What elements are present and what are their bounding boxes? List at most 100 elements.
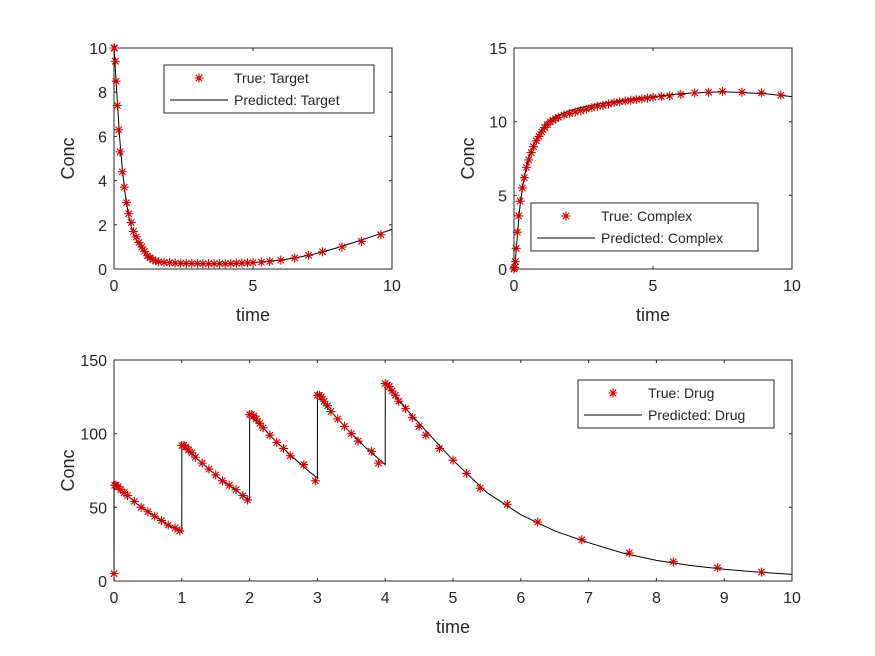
data-point-marker	[170, 258, 180, 268]
data-point-marker	[620, 96, 630, 106]
data-point-marker	[156, 516, 166, 526]
data-point-marker	[122, 198, 132, 208]
y-tick-label: 4	[98, 174, 107, 191]
legend: True: Target Predicted: Target	[163, 64, 375, 114]
data-point-marker	[576, 106, 586, 116]
x-tick-label: 2	[245, 590, 254, 607]
data-point-marker	[510, 257, 520, 267]
y-tick-label: 2	[98, 218, 107, 235]
data-point-marker	[776, 90, 786, 100]
y-tick-label: 150	[80, 353, 107, 370]
legend: True: Drug Predicted: Drug	[577, 379, 775, 429]
data-point-marker	[526, 148, 536, 158]
data-point-marker	[553, 112, 563, 122]
data-point-marker	[548, 115, 558, 125]
data-point-marker	[243, 495, 253, 505]
data-point-marker	[175, 526, 185, 536]
data-point-marker	[534, 131, 544, 141]
data-point-marker	[519, 173, 529, 183]
data-point-marker	[151, 256, 161, 266]
y-tick-label: 6	[98, 129, 107, 146]
data-point-marker	[290, 253, 300, 263]
data-point-marker	[592, 101, 602, 111]
data-point-marker	[756, 88, 766, 98]
data-point-marker	[237, 258, 247, 268]
x-axis-label: time	[236, 305, 270, 325]
data-point-marker	[111, 76, 121, 86]
legend-marker-sample	[194, 73, 204, 83]
data-point-marker	[319, 396, 329, 406]
legend-entry-label: True: Drug	[648, 385, 714, 401]
data-point-marker	[511, 243, 521, 253]
data-point-marker	[515, 196, 525, 206]
data-point-marker	[224, 480, 234, 490]
data-point-marker	[159, 257, 169, 267]
data-point-marker	[517, 183, 527, 193]
data-point-marker	[248, 258, 258, 268]
legend-entry-label: True: Complex	[601, 208, 692, 224]
x-tick-label: 10	[783, 278, 801, 295]
data-point-marker	[276, 255, 286, 265]
x-tick-label: 0	[110, 278, 119, 295]
y-tick-label: 15	[489, 41, 507, 58]
data-point-marker	[587, 103, 597, 113]
chart-panel-top-left: 0 5 10 0 2 4 6 8 10 time Conc True: Target Predicted…	[58, 41, 401, 325]
data-point-marker	[514, 211, 524, 221]
data-point-marker	[676, 89, 686, 99]
y-tick-label: 8	[98, 85, 107, 102]
data-point-marker	[136, 502, 146, 512]
legend-entry-label: Predicted: Target	[234, 92, 340, 108]
data-point-marker	[537, 127, 547, 137]
data-point-marker	[299, 460, 309, 470]
legend-box	[530, 202, 759, 252]
x-tick-label: 4	[381, 590, 390, 607]
data-point-marker	[756, 567, 766, 577]
legend-box	[577, 379, 775, 429]
legend-entry-label: True: Target	[234, 70, 309, 86]
x-tick-label: 0	[110, 590, 119, 607]
data-point-marker	[340, 421, 350, 431]
data-point-marker	[170, 523, 180, 533]
data-point-marker	[255, 418, 265, 428]
data-point-marker	[143, 507, 153, 517]
data-point-marker	[110, 43, 120, 53]
data-point-marker	[665, 91, 675, 101]
y-tick-label: 10	[489, 115, 507, 132]
data-point-marker	[310, 476, 320, 486]
data-point-marker	[231, 485, 241, 495]
data-point-marker	[637, 94, 647, 104]
legend-entry-label: Predicted: Drug	[648, 407, 745, 423]
data-point-marker	[387, 386, 397, 396]
data-point-marker	[176, 258, 186, 268]
data-point-marker	[528, 142, 538, 152]
data-point-marker	[226, 258, 236, 268]
data-point-marker	[204, 464, 214, 474]
series-group	[509, 86, 793, 274]
legend-entry-label: Predicted: Complex	[601, 230, 723, 246]
x-tick-label: 3	[313, 590, 322, 607]
data-point-marker	[256, 257, 266, 267]
data-point-marker	[353, 436, 363, 446]
data-point-marker	[204, 259, 214, 269]
data-point-marker	[220, 259, 230, 269]
data-point-marker	[531, 136, 541, 146]
x-tick-label: 6	[516, 590, 525, 607]
data-point-marker	[434, 443, 444, 453]
data-point-marker	[648, 92, 658, 102]
data-point-marker	[394, 396, 404, 406]
x-axis-label: time	[436, 617, 470, 637]
y-tick-label: 0	[498, 262, 507, 279]
data-point-marker	[407, 412, 417, 422]
data-point-marker	[258, 423, 268, 433]
data-point-marker	[114, 125, 124, 135]
data-point-marker	[318, 247, 327, 257]
x-tick-label: 9	[720, 590, 729, 607]
chart-panel-top-right: 0 5 10 0 5 10 15 time Conc True: Complex Predicted…	[458, 41, 801, 325]
data-point-marker	[337, 242, 347, 252]
data-point-marker	[165, 258, 175, 268]
data-point-marker	[316, 392, 326, 402]
data-point-marker	[153, 257, 163, 267]
data-point-marker	[115, 147, 125, 157]
y-axis-label: Conc	[58, 137, 78, 179]
data-point-marker	[509, 264, 519, 274]
